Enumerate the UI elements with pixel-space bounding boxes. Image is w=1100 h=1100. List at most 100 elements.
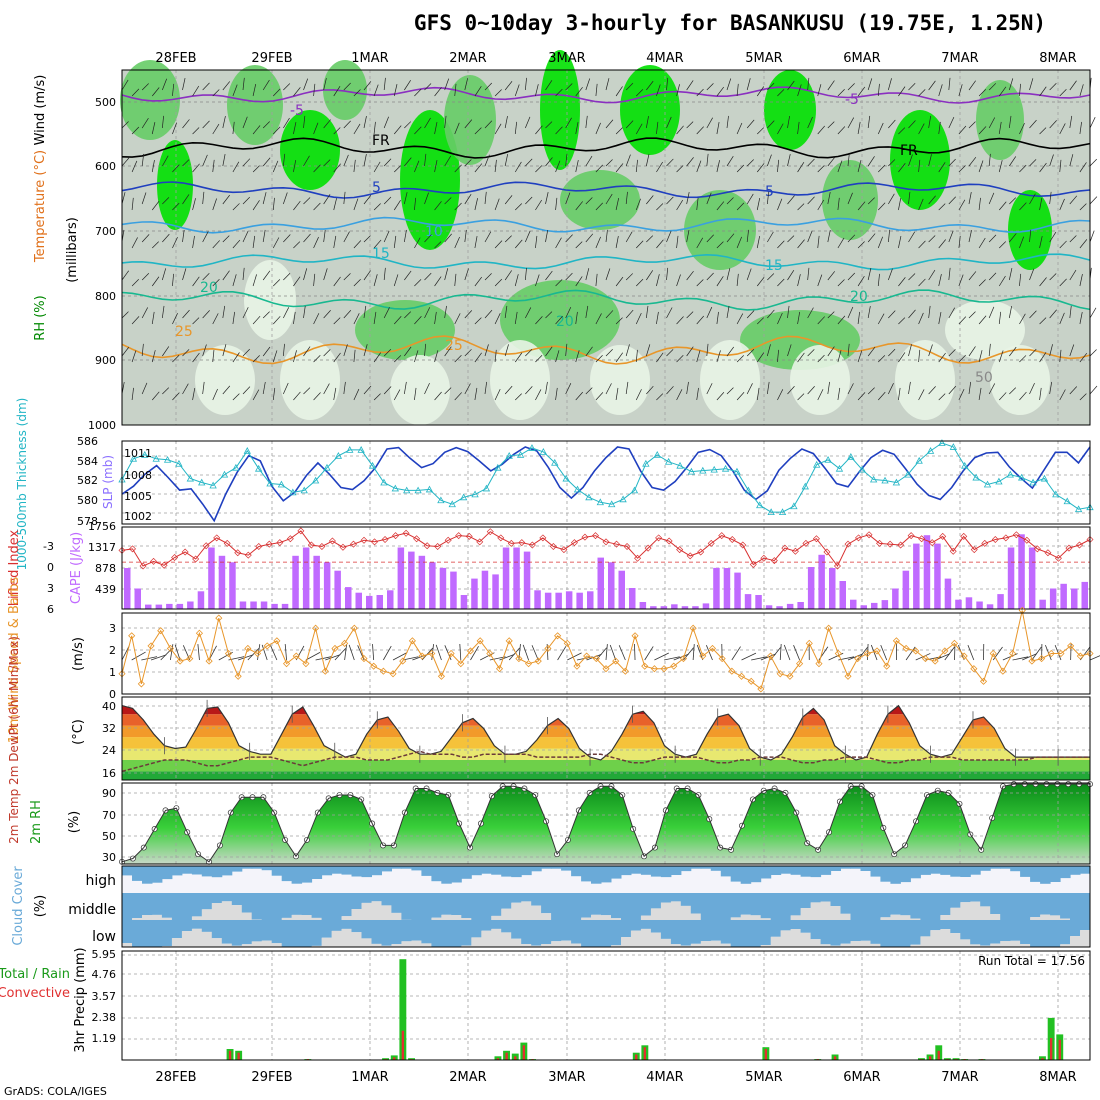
- wind-barb: [1069, 305, 1072, 319]
- wind-barb: [343, 273, 351, 281]
- cape-bar: [544, 592, 552, 609]
- cloud-cover-bar: [890, 866, 901, 884]
- wind-barb: [131, 316, 140, 325]
- cloud-cover-bar: [680, 866, 692, 872]
- cloud-cover-gap: [621, 937, 632, 947]
- pressure-tick-label: 600: [95, 160, 116, 173]
- cape-bar: [187, 601, 194, 609]
- wind-barb: [525, 230, 531, 243]
- wind-barb: [938, 274, 942, 287]
- wind-barb: [736, 83, 739, 97]
- cloud-cover-bar: [411, 920, 422, 941]
- wind-barb-10m: [218, 651, 233, 661]
- wind-barb: [908, 273, 916, 281]
- wind-barb: [756, 86, 765, 97]
- wind-barb-10m: [793, 645, 800, 661]
- wind-barb-10m: [150, 654, 167, 661]
- wind-barb: [1019, 391, 1027, 401]
- thickness-tick-label: 578: [77, 515, 98, 528]
- wind-barb: [424, 83, 432, 91]
- wind-barb: [666, 267, 669, 281]
- wind-barb: [797, 311, 801, 325]
- precip-tick-label: 4.76: [92, 968, 117, 981]
- cloud-cover-gap: [531, 945, 542, 947]
- cloud-cover-bar: [122, 866, 133, 876]
- wind-barb: [787, 344, 792, 357]
- wind-barb: [424, 343, 427, 357]
- wind-barb: [575, 201, 583, 211]
- wind-barb: [948, 307, 956, 319]
- temp-band: [122, 714, 1090, 726]
- cloud-cover-bar: [251, 866, 263, 869]
- contour-label: 20: [200, 280, 218, 296]
- lifted-index-marker: [960, 532, 968, 540]
- wind-barb: [787, 154, 791, 167]
- thickness-marker: [323, 463, 331, 471]
- wind-barb: [1039, 127, 1047, 135]
- wind-barb: [857, 392, 866, 401]
- cloud-cover-bar: [321, 893, 333, 920]
- wind-barb-10m: [696, 644, 704, 661]
- wind-speed-marker: [224, 649, 233, 658]
- cape-bar: [145, 604, 152, 609]
- wind-barb-10m: [305, 652, 321, 661]
- cape-bar: [292, 555, 299, 609]
- wind-barb: [565, 83, 573, 91]
- wind-barb: [767, 154, 772, 167]
- wind-barb: [998, 350, 1004, 363]
- wind-barb: [565, 234, 573, 243]
- wind-barb: [141, 307, 149, 319]
- cloud-cover-bar: [231, 893, 243, 906]
- temp-tick-label: 40: [102, 700, 116, 713]
- cloud-cover-bar: [241, 866, 253, 869]
- wind-barb: [1059, 349, 1062, 363]
- cloud-cover-bar: [770, 893, 782, 920]
- wind-barb: [625, 82, 634, 91]
- cloud-cover-bar: [910, 893, 921, 919]
- wind-speed-marker: [312, 624, 320, 632]
- wind-barb: [283, 307, 290, 319]
- wind-barb: [454, 122, 460, 135]
- wind-barb: [504, 305, 508, 319]
- date-label-bottom: 7MAR: [941, 1070, 978, 1085]
- wind-barb: [807, 116, 813, 129]
- cloud-cover-gap: [660, 938, 672, 947]
- wind-speed-marker: [631, 632, 639, 640]
- wind-barb: [555, 350, 560, 363]
- wind-barb: [212, 159, 215, 173]
- wind-barb: [313, 354, 321, 363]
- wind-barb: [777, 389, 784, 401]
- wind-barb: [394, 165, 401, 173]
- wind-barb: [646, 80, 654, 91]
- rh-contour-fill: [945, 300, 1025, 360]
- wind-barb: [444, 305, 447, 319]
- cloud-cover-bar: [810, 920, 822, 940]
- wind-barb: [736, 164, 745, 173]
- wind-barb: [867, 387, 875, 395]
- wind-barb: [999, 241, 1007, 249]
- wind-barb: [797, 121, 800, 135]
- wind-barb: [998, 121, 1002, 135]
- wind-barb: [242, 307, 249, 319]
- wind-barb: [121, 121, 129, 129]
- wind-barb: [978, 89, 987, 97]
- wind-barb: [545, 311, 553, 319]
- cloud-cover-bar: [531, 893, 542, 906]
- cloud-cover-bar: [990, 920, 1001, 944]
- wind-barb: [575, 241, 583, 249]
- cloud-cover-bar: [311, 920, 323, 946]
- wind-barb: [162, 78, 168, 91]
- wind-speed-marker: [950, 639, 959, 647]
- wind-barb: [282, 153, 286, 167]
- wind-barb: [888, 159, 896, 167]
- thickness-marker: [642, 459, 650, 467]
- rh-contour-fill: [355, 300, 455, 360]
- rh-tick-label: 90: [102, 787, 116, 800]
- rh-contour-fill: [400, 110, 460, 250]
- wind-barb: [847, 117, 855, 129]
- wind-barb: [504, 195, 513, 205]
- cloud-cover-gap: [950, 933, 961, 947]
- wind-barb: [1009, 233, 1017, 243]
- wind-barb: [262, 381, 266, 395]
- cloud-cover-gap: [880, 917, 891, 920]
